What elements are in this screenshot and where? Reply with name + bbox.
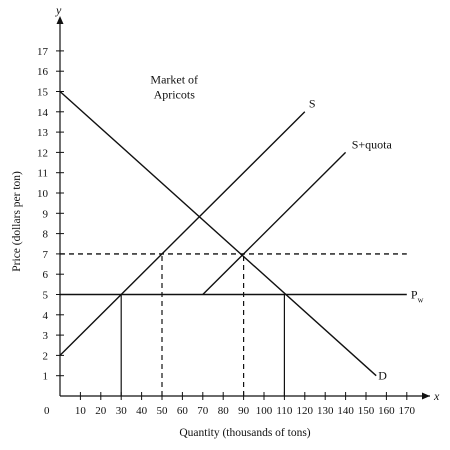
x-tick-label: 50 — [157, 405, 169, 417]
chart-title-line: Apricots — [154, 87, 196, 101]
x-tick-label: 150 — [358, 405, 375, 417]
y-axis-arrowhead — [56, 16, 64, 24]
y-tick-label: 12 — [37, 147, 48, 159]
series-lines — [59, 90, 407, 377]
series-line-d — [59, 90, 377, 377]
y-tick-label: 1 — [43, 371, 49, 383]
y-tick-label: 14 — [37, 107, 49, 119]
x-tick-label: 100 — [256, 405, 273, 417]
x-axis-letter: x — [433, 389, 440, 403]
x-tick-label: 40 — [136, 405, 148, 417]
origin-label: 0 — [44, 405, 50, 417]
x-tick-label: 130 — [317, 405, 334, 417]
curve-label-d-text: D — [378, 369, 387, 383]
x-axis-title: Quantity (thousands of tons) — [179, 427, 310, 439]
curve-label-s: S — [309, 97, 316, 111]
curve-label-s-quota-text: S+quota — [352, 137, 393, 151]
x-tick-label: 110 — [276, 405, 293, 417]
x-tick-label: 170 — [399, 405, 416, 417]
curve-label-s-text: S — [309, 97, 316, 111]
y-tick-label: 6 — [43, 269, 49, 281]
curve-label-d: D — [378, 369, 387, 383]
y-tick-label: 15 — [37, 87, 49, 99]
chart-title-line: Market of — [150, 72, 198, 86]
x-tick-label: 30 — [116, 405, 128, 417]
y-tick-label: 16 — [37, 66, 49, 78]
series-line-s — [59, 111, 306, 356]
y-axis-title: Price (dollars per ton) — [11, 171, 23, 272]
y-tick-label: 10 — [37, 188, 49, 200]
y-axis-letter: y — [55, 3, 62, 17]
curve-label-pw: Pw — [411, 288, 424, 305]
y-tick-label: 7 — [43, 249, 49, 261]
curve-label-pw-text: P — [411, 288, 418, 302]
x-axis-arrowhead — [422, 392, 430, 400]
x-tick-label: 90 — [238, 405, 250, 417]
x-tick-label: 80 — [218, 405, 230, 417]
x-tick-label: 10 — [75, 405, 87, 417]
y-tick-label: 13 — [37, 127, 49, 139]
y-tick-label: 3 — [43, 330, 49, 342]
series-line-s-quota — [202, 151, 347, 295]
x-tick-label: 140 — [337, 405, 354, 417]
y-tick-label: 17 — [37, 46, 49, 58]
y-tick-label: 4 — [43, 310, 49, 322]
x-tick-label: 70 — [197, 405, 209, 417]
y-tick-label: 5 — [43, 290, 49, 302]
x-tick-label: 120 — [297, 405, 314, 417]
y-tick-label: 8 — [43, 229, 49, 241]
vertical-guides — [120, 253, 285, 396]
y-tick-label: 9 — [43, 208, 49, 220]
curve-label-s-quota: S+quota — [352, 137, 393, 151]
x-tick-label: 160 — [378, 405, 395, 417]
y-tick-label: 11 — [37, 168, 48, 180]
x-tick-label: 20 — [95, 405, 107, 417]
axes: xy0 10 20 30 40 50 60 70 80 90 100 110 120 130 140 150 1… — [11, 3, 440, 439]
curve-label-pw-subscript: w — [418, 296, 424, 305]
y-tick-label: 2 — [43, 350, 49, 362]
x-tick-label: 60 — [177, 405, 189, 417]
